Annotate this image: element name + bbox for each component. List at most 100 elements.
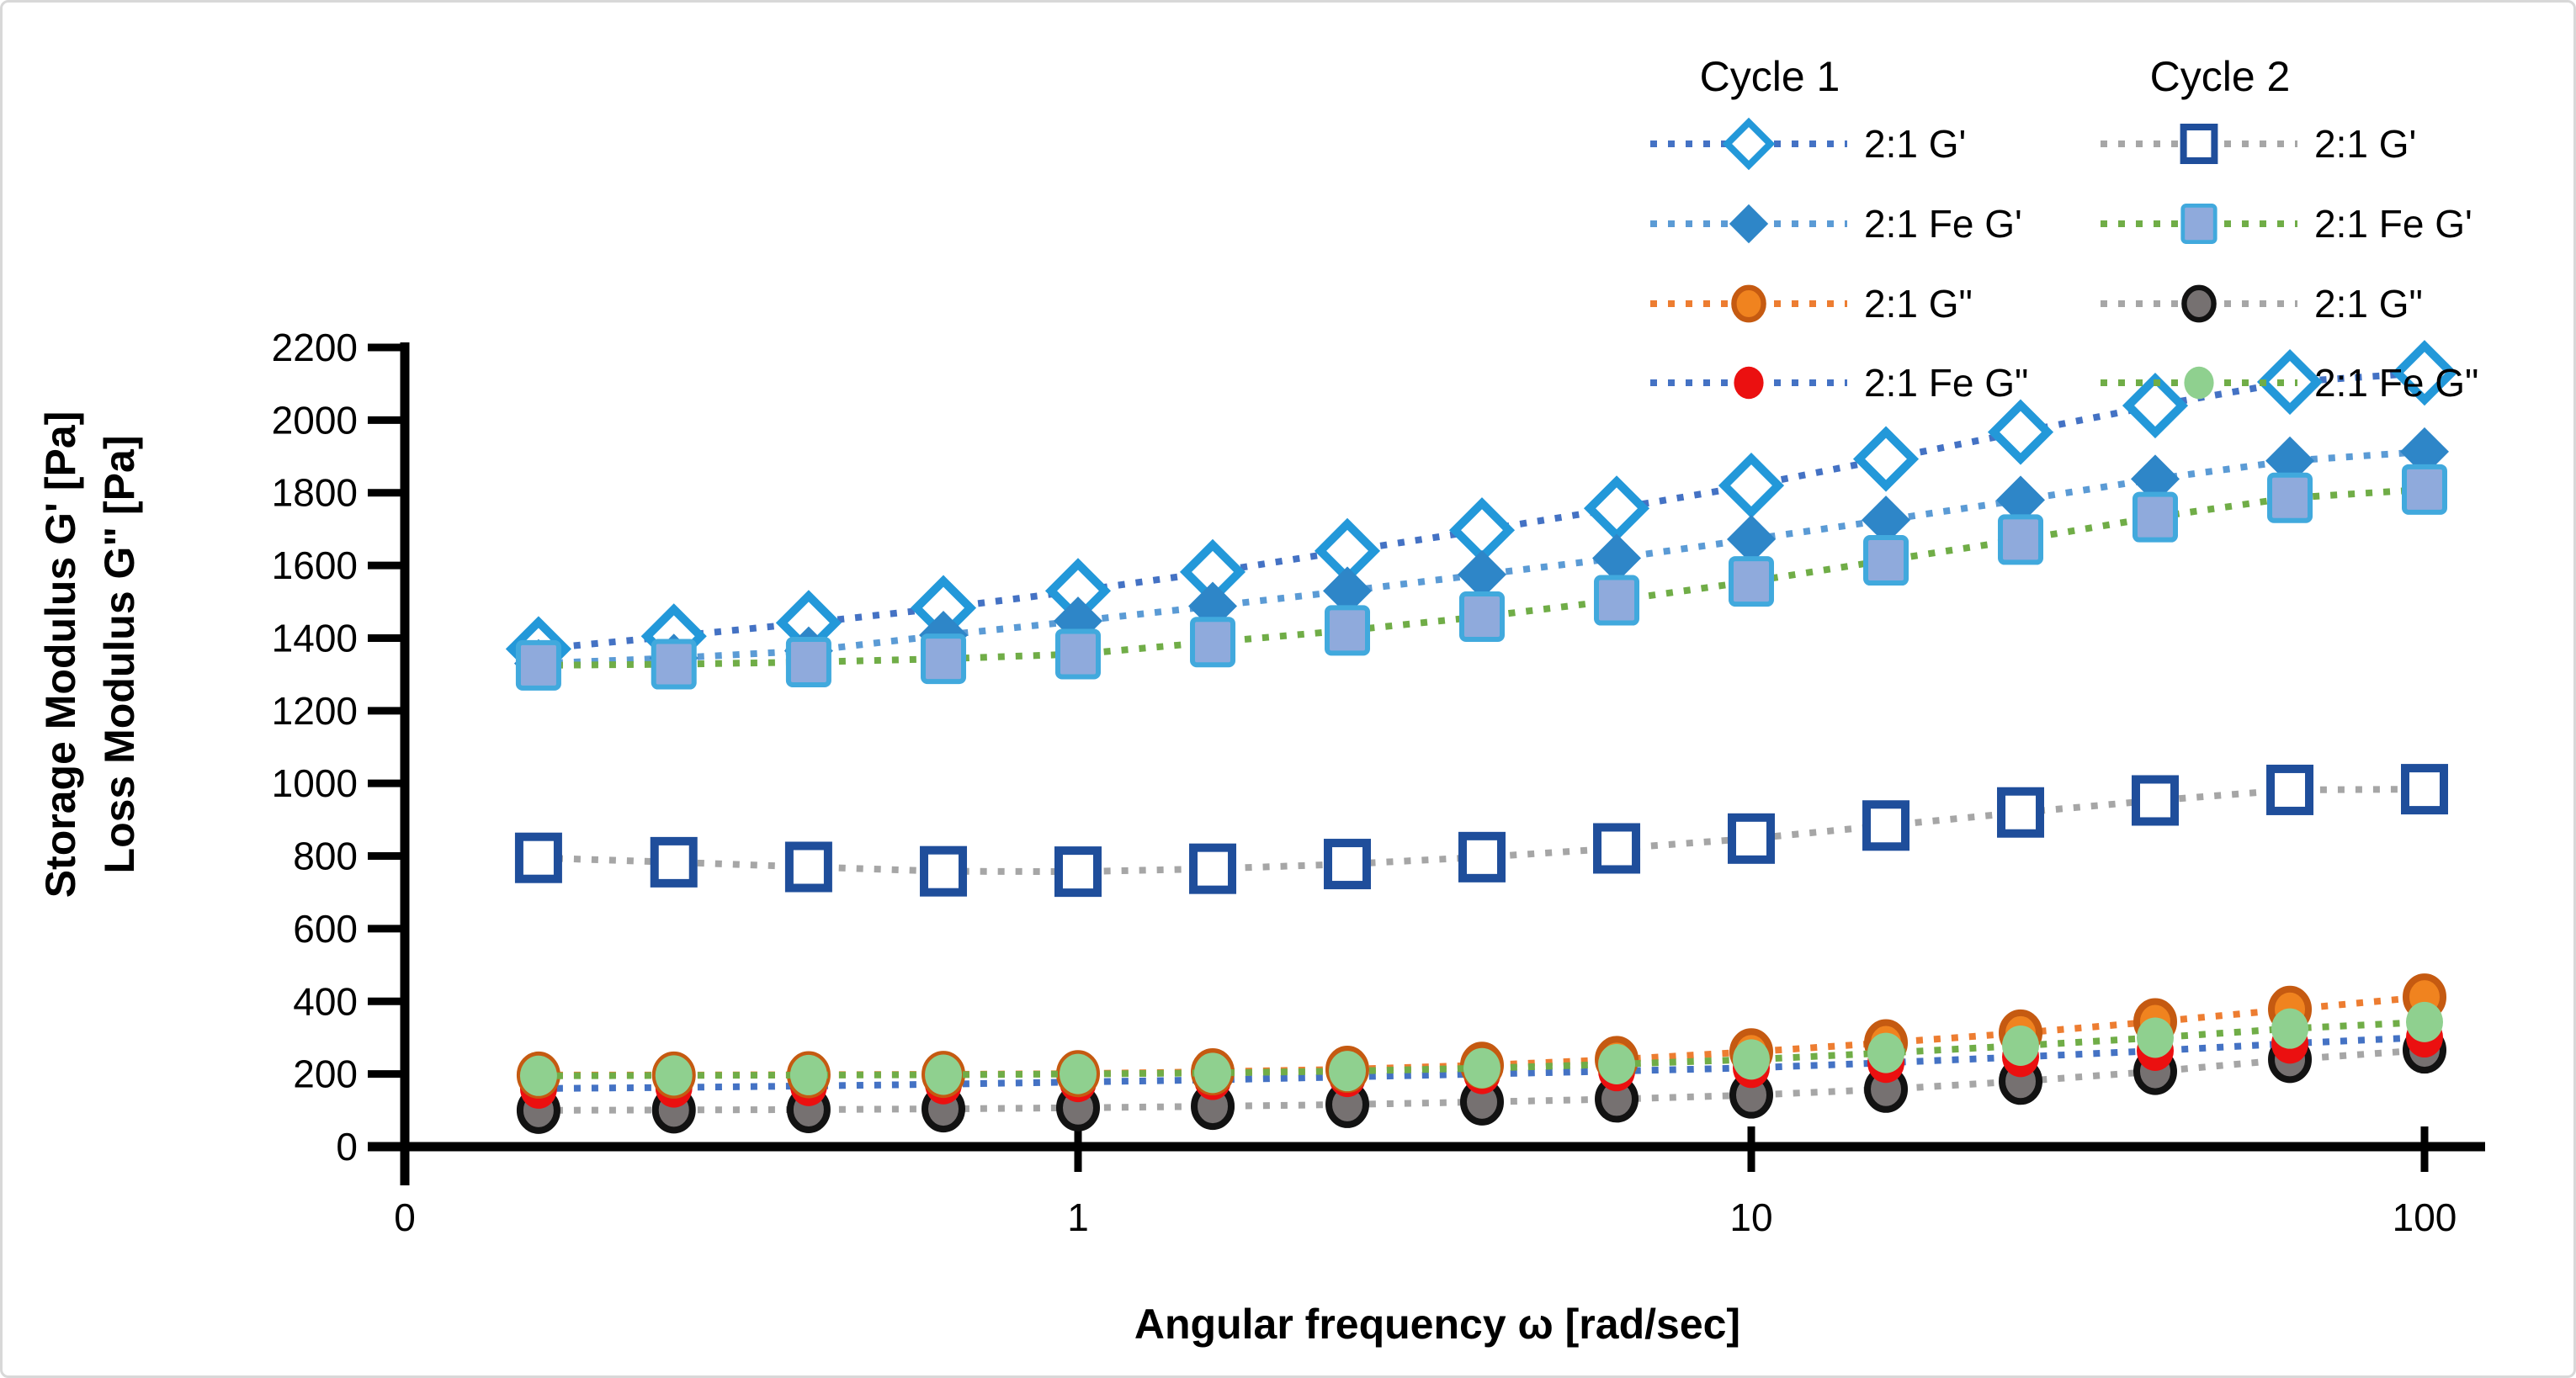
legend-label-c2G2: 2:1 G" (2314, 282, 2423, 326)
series-c1FeG1-marker (2130, 454, 2180, 504)
legend-marker-c1G2 (1731, 284, 1766, 323)
series-c1FeG1-marker (1727, 515, 1776, 564)
legend-label-c2FeG2: 2:1 Fe G" (2314, 361, 2478, 405)
series-c2FeG1-marker (921, 633, 967, 685)
series-c2FeG2-marker (1463, 1047, 1500, 1089)
series-c2FeG1-marker (1190, 617, 1236, 668)
series-c2FeG2-marker (2002, 1025, 2040, 1066)
x-tick-label: 1 (1067, 1195, 1089, 1239)
series-c2G1-marker (2131, 775, 2179, 826)
y-axis-title-storage: Storage Modulus G' [Pa] (37, 411, 84, 898)
series-c2FeG2-marker (789, 1054, 827, 1095)
series-c2G1-marker (650, 836, 698, 888)
series-c1G2-line (538, 994, 2425, 1079)
legend-marker-c2FeG1 (2180, 203, 2217, 244)
series-c2G1-marker (920, 845, 968, 897)
series-c2FeG2-marker (1194, 1052, 1232, 1094)
series-c2G1-marker (1593, 823, 1641, 874)
legend-marker-c1FeG2 (1734, 366, 1764, 400)
legend-marker-c2FeG2 (2184, 366, 2214, 400)
series-c2FeG2-marker (1733, 1039, 1770, 1080)
series-c2G1-marker (1728, 813, 1775, 864)
series-c1FeG1-marker (1323, 566, 1373, 616)
series-c2FeG1-marker (785, 636, 831, 687)
y-tick-label: 1800 (272, 471, 358, 515)
series-c2G1-marker (1054, 846, 1102, 898)
legend-label-c1G2: 2:1 G" (1864, 282, 1973, 326)
series-c1G1-marker (1852, 426, 1920, 492)
series-c1G1-marker (1583, 475, 1650, 542)
x-tick-label: 100 (2393, 1195, 2457, 1239)
series-c1G1-marker (1448, 497, 1516, 564)
series-c2FeG1-marker (1863, 535, 1909, 586)
series-c1FeG1-marker (2400, 427, 2449, 476)
series-c2FeG1-marker (2132, 491, 2178, 543)
x-tick-label: 10 (1729, 1195, 1772, 1239)
y-tick-label: 2200 (272, 326, 358, 369)
x-tick-label: 0 (394, 1195, 416, 1239)
y-tick-label: 400 (293, 979, 358, 1023)
y-tick-label: 1400 (272, 616, 358, 660)
series-c2G1-marker (2401, 764, 2448, 815)
series-c2FeG1-marker (1729, 556, 1774, 607)
y-axis-title-loss: Loss Modulus G" [Pa] (96, 436, 143, 874)
series-c2FeG1-marker (1594, 575, 1640, 626)
legend-group-title: Cycle 2 (2150, 53, 2291, 100)
series-c2FeG1-marker (1055, 628, 1101, 680)
series-c2G1-marker (1458, 831, 1506, 882)
series-c2G1-marker (2266, 764, 2314, 815)
legend-label-c1FeG1: 2:1 Fe G' (1864, 202, 2022, 246)
series-c2G1-line (538, 786, 2425, 876)
series-c2G1-marker (1997, 787, 2045, 838)
series-c2G1-marker (514, 832, 562, 883)
legend-label-c1G1: 2:1 G' (1864, 122, 1966, 166)
series-c2FeG2-marker (1598, 1043, 1636, 1084)
y-tick-label: 200 (293, 1052, 358, 1096)
x-axis-title: Angular frequency ω [rad/sec] (1134, 1301, 1740, 1348)
series-c1FeG1-marker (1457, 549, 1506, 599)
y-tick-label: 800 (293, 835, 358, 878)
series-c2G1-marker (1862, 800, 1910, 851)
legend-label-c1FeG2: 2:1 Fe G" (1864, 361, 2028, 405)
series-c2FeG1-marker (1998, 514, 2044, 565)
legend-label-c2FeG1: 2:1 Fe G' (2314, 202, 2472, 246)
series-c1G1-marker (1718, 453, 1785, 519)
y-tick-label: 1000 (272, 761, 358, 805)
series-c1FeG1-marker (1862, 496, 1911, 545)
series-c2FeG2-marker (2271, 1008, 2309, 1049)
series-c2FeG1-marker (2267, 472, 2313, 523)
series-c2FeG2-marker (2406, 1001, 2443, 1042)
series-c2FeG2-marker (2136, 1017, 2174, 1058)
legend-group-title: Cycle 1 (1700, 53, 1840, 100)
series-c2FeG2-marker (1060, 1053, 1097, 1094)
series-c2FeG2-marker (1867, 1032, 1905, 1073)
series-c2FeG1-marker (1458, 591, 1505, 642)
legend-label-c2G1: 2:1 G' (2314, 122, 2416, 166)
series-c2FeG2-marker (519, 1055, 557, 1096)
y-tick-label: 1200 (272, 689, 358, 733)
y-tick-label: 600 (293, 907, 358, 951)
frequency-sweep-chart: 0200400600800100012001400160018002000220… (37, 53, 2485, 1348)
series-c1G1-marker (2122, 373, 2189, 439)
y-tick-label: 0 (336, 1125, 358, 1169)
series-c2FeG2-marker (925, 1054, 963, 1095)
series-c2FeG1-marker (515, 639, 561, 691)
y-tick-label: 2000 (272, 398, 358, 442)
series-c1G1-marker (2391, 340, 2458, 406)
series-c2G1-marker (1324, 839, 1372, 890)
series-c1G1-marker (1987, 399, 2054, 465)
series-c1G1-marker (2256, 348, 2324, 416)
series-c1FeG1-marker (1996, 475, 2046, 525)
series-c2FeG1-marker (2402, 464, 2447, 515)
series-c2FeG1-marker (1325, 605, 1371, 656)
legend-marker-c2G1 (2180, 124, 2218, 164)
series-c1FeG1-marker (1592, 533, 1642, 583)
series-c2G1-marker (1189, 843, 1237, 894)
legend-marker-c1FeG1 (1729, 204, 1769, 244)
y-tick-label: 1600 (272, 543, 358, 587)
legend-marker-c2G2 (2181, 284, 2217, 323)
series-c2G1-marker (784, 841, 832, 893)
legend-marker-c1G1 (1722, 117, 1776, 171)
series-c2FeG1-marker (651, 639, 697, 690)
